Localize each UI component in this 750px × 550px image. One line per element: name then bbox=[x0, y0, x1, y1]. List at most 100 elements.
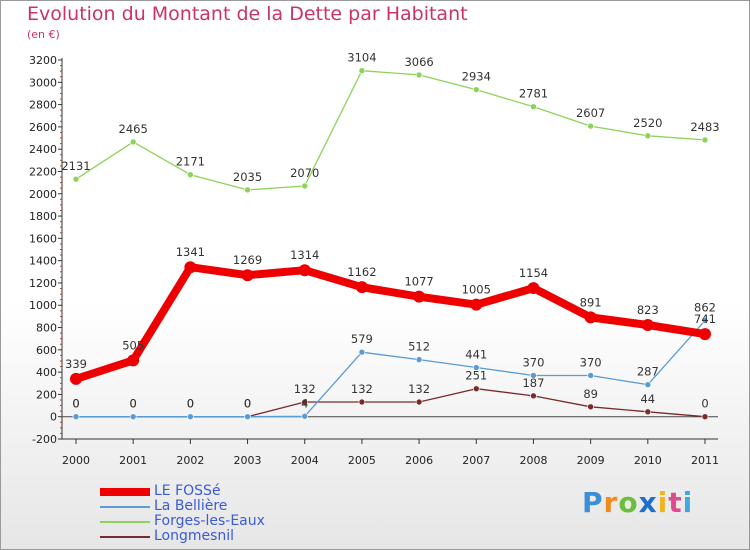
data-point bbox=[644, 132, 652, 140]
data-point bbox=[187, 171, 194, 179]
y-tick-label: 600 bbox=[36, 344, 57, 357]
data-point bbox=[641, 318, 654, 331]
data-point bbox=[301, 398, 309, 406]
data-point bbox=[413, 290, 426, 303]
x-tick-label: 2005 bbox=[348, 454, 376, 467]
legend-label: La Bellière bbox=[154, 498, 228, 514]
data-label: 0 bbox=[187, 397, 194, 411]
data-label: 2035 bbox=[233, 170, 262, 184]
y-tick-label: 2200 bbox=[29, 165, 57, 178]
data-point bbox=[244, 413, 251, 421]
y-tick-label: 3000 bbox=[29, 76, 57, 89]
data-label: 823 bbox=[637, 303, 659, 317]
data-label: 3066 bbox=[404, 55, 433, 69]
legend-label: Forges-les-Eaux bbox=[154, 513, 265, 529]
data-point bbox=[298, 264, 311, 277]
y-tick-label: 0 bbox=[50, 411, 57, 424]
data-label: 741 bbox=[694, 312, 716, 326]
data-point bbox=[470, 298, 483, 311]
x-tick-label: 2007 bbox=[462, 454, 490, 467]
data-point bbox=[587, 372, 594, 379]
y-tick-label: 1200 bbox=[29, 277, 57, 290]
data-point bbox=[72, 413, 80, 421]
data-label: 0 bbox=[72, 397, 79, 411]
y-tick-label: 1600 bbox=[29, 232, 57, 245]
x-tick-label: 2006 bbox=[405, 454, 433, 467]
data-point bbox=[127, 354, 140, 367]
data-label: 0 bbox=[187, 397, 194, 411]
data-point bbox=[472, 364, 480, 371]
y-tick-label: 400 bbox=[36, 366, 57, 379]
series-line-1 bbox=[75, 319, 706, 418]
legend-swatch bbox=[100, 521, 150, 523]
data-point bbox=[584, 311, 597, 324]
data-label: 44 bbox=[640, 392, 655, 406]
data-point bbox=[301, 182, 309, 190]
data-point bbox=[358, 398, 366, 406]
data-point bbox=[472, 86, 480, 93]
data-point bbox=[72, 175, 80, 183]
data-label: 3104 bbox=[347, 51, 376, 65]
legend-label: Longmesnil bbox=[154, 528, 235, 544]
y-tick-label: 3200 bbox=[29, 54, 57, 67]
data-label: 0 bbox=[244, 397, 251, 411]
data-point bbox=[699, 328, 711, 341]
y-tick-label: 2000 bbox=[29, 188, 57, 201]
data-point bbox=[644, 381, 652, 389]
data-label: 2465 bbox=[119, 122, 148, 136]
data-label: 1269 bbox=[233, 253, 262, 267]
data-label: 891 bbox=[580, 295, 602, 309]
brand-logo: Proxiti bbox=[582, 486, 693, 519]
brand-letter: P bbox=[582, 486, 604, 519]
brand-letter: i bbox=[682, 486, 694, 519]
data-point bbox=[184, 261, 197, 274]
data-label: 2171 bbox=[176, 155, 205, 169]
data-point bbox=[587, 122, 594, 130]
data-point bbox=[244, 186, 251, 194]
data-point bbox=[587, 403, 594, 411]
data-label: 1341 bbox=[176, 245, 205, 259]
y-tick-label: 1000 bbox=[29, 299, 57, 312]
y-tick-label: 2400 bbox=[29, 143, 57, 156]
brand-letter: i bbox=[657, 486, 669, 519]
data-label: 132 bbox=[408, 382, 430, 396]
data-label: 0 bbox=[701, 397, 708, 411]
data-point bbox=[527, 282, 540, 295]
data-label: 1077 bbox=[404, 275, 433, 289]
data-label: 0 bbox=[130, 397, 137, 411]
data-point bbox=[415, 398, 423, 406]
brand-letter: t bbox=[668, 486, 683, 519]
y-tick-label: 800 bbox=[36, 322, 57, 335]
x-tick-label: 2009 bbox=[577, 454, 605, 467]
data-label: 0 bbox=[130, 397, 137, 411]
data-point bbox=[701, 413, 709, 421]
brand-letter: r bbox=[603, 486, 619, 519]
x-tick-label: 2004 bbox=[291, 454, 319, 467]
y-tick-label: 1400 bbox=[29, 255, 57, 268]
data-label: 370 bbox=[522, 355, 544, 369]
data-label: 0 bbox=[72, 397, 79, 411]
data-label: 2520 bbox=[633, 116, 662, 130]
legend-swatch bbox=[100, 536, 150, 538]
data-label: 1154 bbox=[519, 266, 548, 280]
data-label: 2070 bbox=[290, 166, 319, 180]
data-point bbox=[530, 392, 537, 400]
data-label: 287 bbox=[637, 365, 659, 379]
data-label: 1005 bbox=[462, 283, 491, 297]
data-label: 1162 bbox=[347, 265, 376, 279]
data-label: 89 bbox=[583, 387, 598, 401]
data-label: 0 bbox=[244, 397, 251, 411]
data-label: 1314 bbox=[290, 248, 319, 262]
data-point bbox=[355, 281, 368, 294]
data-label: 2934 bbox=[462, 70, 491, 84]
data-point bbox=[415, 356, 423, 363]
y-tick-label: 1800 bbox=[29, 210, 57, 223]
x-tick-label: 2011 bbox=[691, 454, 719, 467]
x-tick-label: 2010 bbox=[634, 454, 662, 467]
y-tick-label: 2600 bbox=[29, 121, 57, 134]
legend-label: LE FOSSé bbox=[154, 483, 221, 499]
data-label: 132 bbox=[351, 382, 373, 396]
data-point bbox=[70, 372, 82, 385]
